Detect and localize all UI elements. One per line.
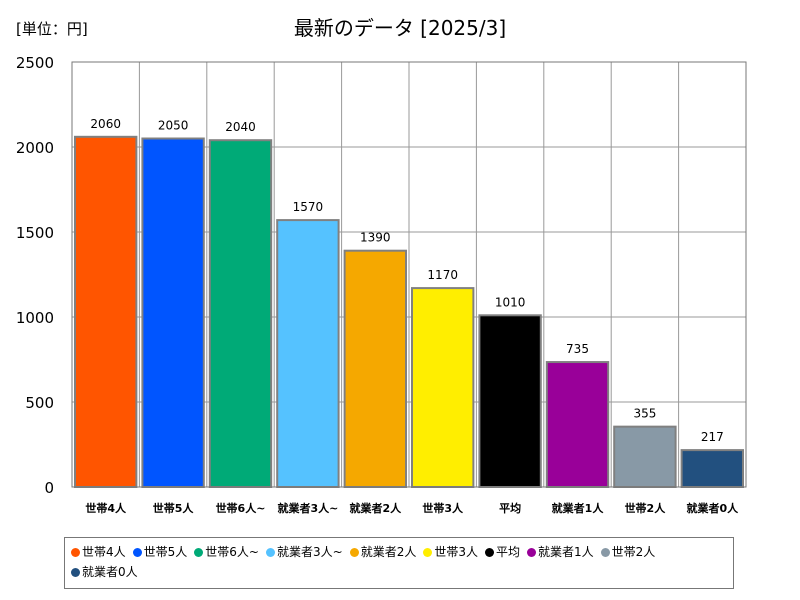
bar	[74, 135, 138, 489]
legend-swatch	[265, 547, 275, 557]
unit-label: [単位：円]	[16, 20, 88, 38]
legend-item: 世帯2人	[600, 542, 656, 562]
bar	[680, 449, 744, 488]
plot-area-frame	[71, 61, 747, 488]
legend-item: 平均	[484, 542, 520, 562]
data-label: 2040	[225, 120, 256, 134]
x-tick-label: 就業者0人	[686, 501, 739, 515]
bar	[208, 139, 273, 488]
legend-swatch	[71, 567, 80, 577]
legend-label: 世帯6人~	[205, 545, 259, 559]
x-tick-label: 世帯3人	[422, 501, 464, 515]
data-label: 217	[701, 430, 724, 444]
bar	[545, 361, 610, 488]
data-label: 1010	[495, 295, 526, 309]
data-label: 1170	[427, 268, 458, 282]
data-label: 355	[633, 407, 656, 421]
legend-label: 世帯4人	[82, 545, 126, 559]
legend-swatch	[132, 547, 142, 557]
legend-label: 就業者2人	[360, 545, 417, 559]
x-tick-label: 就業者1人	[552, 501, 605, 515]
legend-swatch	[194, 547, 204, 557]
x-tick-label: 就業者3人~	[277, 501, 338, 515]
bar	[276, 219, 340, 488]
y-axis-ticks: 0 500 1000 1500 2000 2500	[16, 54, 54, 497]
legend-swatch	[600, 547, 610, 557]
legend-item: 世帯6人~	[194, 542, 259, 562]
legend-label: 世帯2人	[611, 545, 656, 559]
y-tick-label: 2500	[16, 54, 54, 72]
legend-item: 就業者2人	[349, 542, 417, 562]
x-tick-label: 世帯4人	[85, 501, 127, 515]
legend-swatch	[484, 547, 494, 557]
bar	[141, 137, 205, 488]
bar	[411, 287, 475, 488]
x-tick-label: 平均	[499, 501, 521, 515]
legend-label: 世帯3人	[434, 545, 478, 559]
bars	[74, 135, 744, 489]
legend-swatch	[526, 547, 536, 557]
legend-label: 就業者3人~	[276, 545, 343, 559]
legend-label: 就業者1人	[537, 545, 594, 559]
legend-item: 就業者3人~	[265, 542, 343, 562]
x-tick-label: 世帯2人	[625, 501, 667, 515]
x-tick-label: 世帯5人	[153, 501, 195, 515]
x-tick-label: 世帯6人~	[216, 501, 266, 515]
legend-item: 就業者0人	[71, 562, 138, 582]
data-label: 2050	[158, 119, 189, 133]
legend-label: 世帯5人	[143, 545, 188, 559]
legend-item: 世帯4人	[71, 542, 126, 562]
legend-item: 世帯3人	[423, 542, 478, 562]
data-label: 1570	[293, 200, 324, 214]
y-tick-label: 500	[25, 394, 54, 412]
x-tick-label: 就業者2人	[349, 501, 402, 515]
bar	[343, 249, 408, 488]
data-labels: 2060 2050 2040 1570 1390 1170 1010 735 355 217	[90, 117, 723, 444]
y-tick-label: 1000	[16, 309, 54, 327]
y-tick-label: 0	[44, 479, 54, 497]
legend-label: 就業者0人	[82, 565, 138, 579]
bar	[478, 314, 542, 488]
data-label: 735	[566, 342, 589, 356]
data-label: 2060	[90, 117, 121, 131]
legend-swatch	[71, 547, 80, 557]
legend-swatch	[423, 547, 433, 557]
legend-item: 就業者1人	[526, 542, 594, 562]
legend-item: 世帯5人	[132, 542, 188, 562]
legend-swatch	[349, 547, 359, 557]
chart-title: 最新のデータ [2025/3]	[294, 16, 506, 40]
legend-label: 平均	[495, 545, 520, 559]
x-axis-ticks: 世帯4人 世帯5人 世帯6人~ 就業者3人~ 就業者2人 世帯3人 平均 就業者1人 世帯2人 就…	[85, 501, 739, 515]
bar	[613, 425, 677, 488]
y-tick-label: 1500	[16, 224, 54, 242]
chart-legend: 世帯4人 世帯5人 世帯6人~ 就業者3人~ 就業者2人 世帯3人 平均 就業者1人 世帯2人就…	[64, 537, 734, 589]
data-label: 1390	[360, 231, 391, 245]
y-tick-label: 2000	[16, 139, 54, 157]
